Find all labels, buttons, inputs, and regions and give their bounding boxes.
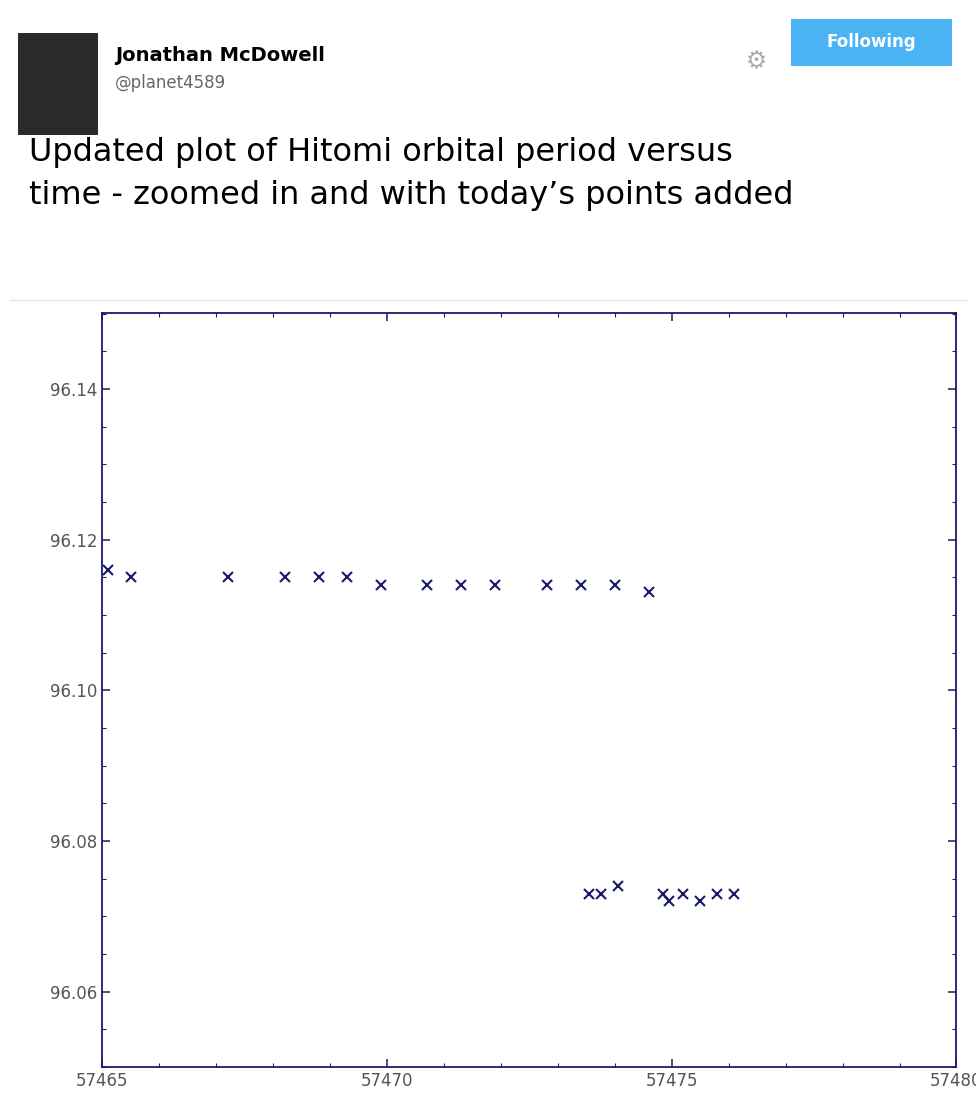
Text: Jonathan McDowell: Jonathan McDowell [115,46,325,65]
Text: Following: Following [827,33,915,52]
Text: Updated plot of Hitomi orbital period versus: Updated plot of Hitomi orbital period ve… [29,138,733,168]
Text: time - zoomed in and with today’s points added: time - zoomed in and with today’s points… [29,180,793,211]
Text: @planet4589: @planet4589 [115,74,226,91]
Text: ⚙: ⚙ [746,50,767,74]
